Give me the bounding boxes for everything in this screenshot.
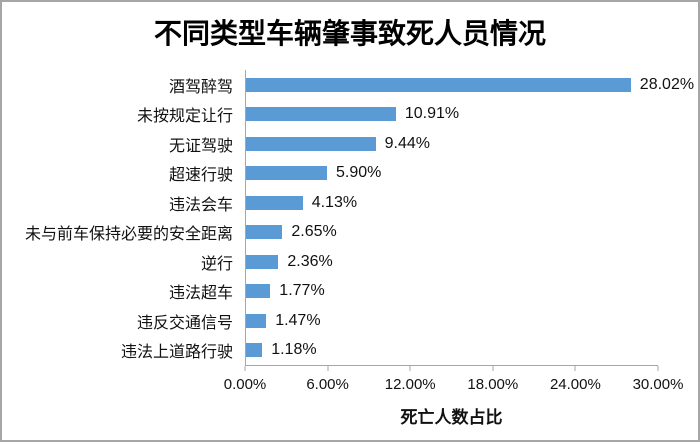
bar [246,225,283,240]
bar-row: 28.02% [246,70,694,100]
category-label: 无证驾驶 [168,137,233,155]
bar-value-label: 5.90% [336,164,382,182]
category-label: 未按规定让行 [136,108,233,126]
x-tick-mark [244,366,246,371]
bar [246,136,376,151]
bar-value-label: 10.91% [404,105,460,123]
x-axis-tick-marks [244,366,659,372]
category-label: 逆行 [200,255,233,273]
bar-row: 1.77% [246,277,658,307]
category-label: 违法超车 [168,285,233,303]
bar-rows: 28.02% 10.91% 9.44% 5.90% 4.13% 2.65% 2.36% 1.7… [246,70,694,366]
bar [246,313,267,328]
bar-row: 5.90% [246,159,658,189]
chart-title: 不同类型车辆肇事致死人员情况 [153,19,546,50]
bar-row: 10.91% [246,100,658,130]
x-tick-mark [657,366,659,371]
bar-value-label: 1.18% [271,341,317,359]
bar [246,166,328,181]
bar-value-label: 28.02% [639,75,695,93]
bar-row: 9.44% [246,129,658,159]
x-tick-mark [327,366,329,371]
x-tick-label: 12.00% [384,376,436,393]
category-label: 违反交通信号 [136,314,233,332]
plot-area: 28.02% 10.91% 9.44% 5.90% 4.13% 2.65% 2.36% 1.7… [245,70,694,366]
x-tick-mark [409,366,411,371]
bar [246,284,271,299]
bar-row: 1.18% [246,336,658,366]
bar-row: 2.36% [246,247,658,277]
x-tick-label: 18.00% [467,376,519,393]
category-label: 违法上道路行驶 [120,344,233,362]
category-label: 酒驾醉驾 [168,78,233,96]
category-label: 违法会车 [168,196,233,214]
bar-value-label: 1.47% [275,311,321,329]
y-axis-category-labels: 酒驾醉驾未按规定让行无证驾驶超速行驶违法会车未与前车保持必要的安全距离逆行违法超… [2,70,239,365]
bar [246,343,263,358]
x-tick-label: 6.00% [306,376,349,393]
bar [246,254,279,269]
bar-value-label: 4.13% [311,193,358,211]
bar-value-label: 2.36% [287,252,333,270]
bar [246,107,396,122]
bar-value-label: 9.44% [384,134,431,152]
x-tick-mark [492,366,494,371]
x-tick-label: 24.00% [549,376,601,393]
bar [246,195,303,210]
bar-value-label: 2.65% [291,223,337,241]
x-tick-label: 0.00% [223,376,267,393]
x-tick-mark [574,366,576,371]
x-axis-title: 死亡人数占比 [400,408,503,427]
bar-row: 1.47% [246,306,658,336]
x-tick-label: 30.00% [632,376,684,393]
bar-value-label: 1.77% [279,282,325,300]
bar-row: 2.65% [246,218,658,248]
bar [246,77,631,92]
category-label: 未与前车保持必要的安全距离 [24,226,233,244]
x-axis-tick-labels: 0.00% 6.00% 12.00% 18.00% 24.00% 30.00% [224,376,684,394]
category-label: 超速行驶 [168,167,233,185]
bar-row: 4.13% [246,188,658,218]
